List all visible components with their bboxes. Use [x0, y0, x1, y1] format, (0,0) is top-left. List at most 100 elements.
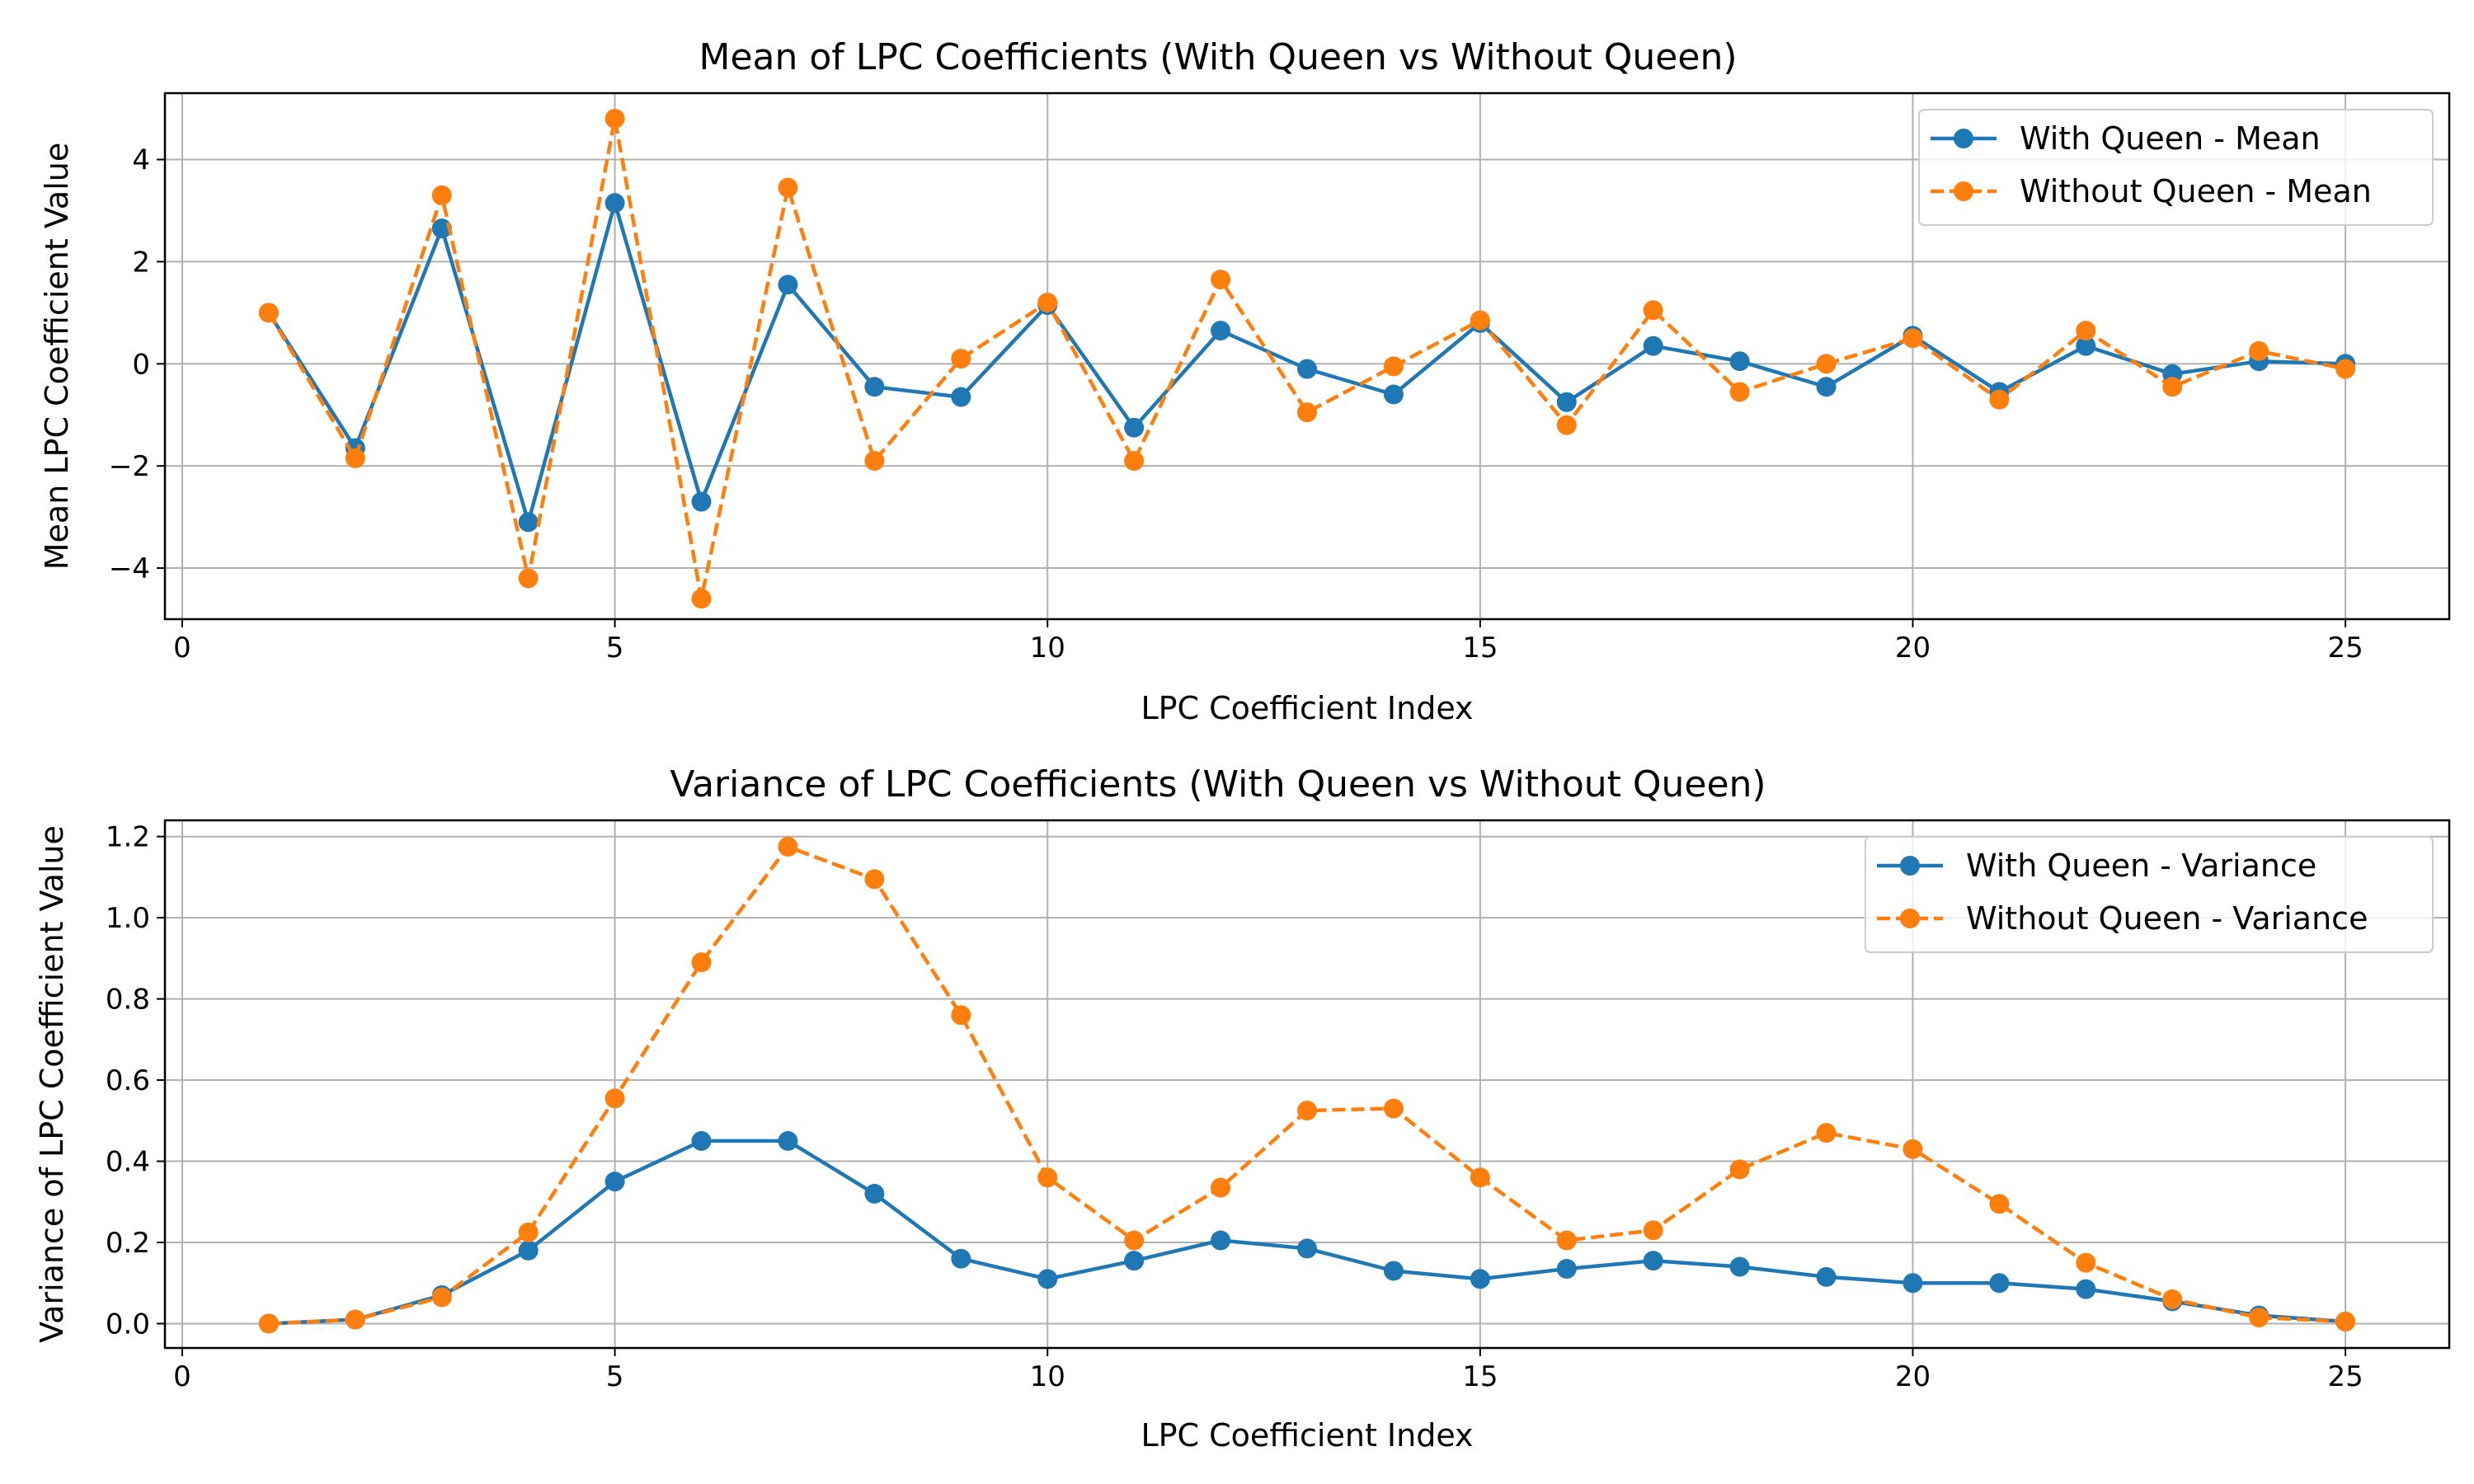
mean-chart-x-tick-label: 20	[1895, 632, 1931, 665]
variance-chart-x-tick-label: 0	[173, 1360, 191, 1393]
mean-chart-x-tick-label: 25	[2327, 632, 2363, 665]
variance-chart-data-point	[1643, 1220, 1663, 1241]
mean-chart-data-point	[345, 448, 365, 468]
mean-chart-legend-label: Without Queen - Mean	[2020, 173, 2372, 209]
mean-chart-x-axis-label: LPC Coefficient Index	[1141, 690, 1473, 726]
variance-chart-data-point	[691, 952, 712, 973]
mean-chart-data-point	[1556, 392, 1577, 412]
mean-chart-data-point	[864, 450, 885, 471]
mean-chart-data-point	[951, 387, 971, 407]
mean-chart-data-point	[1729, 351, 1750, 372]
mean-chart-data-point	[2076, 336, 2096, 356]
mean-chart-y-tick-label: −2	[109, 450, 150, 483]
mean-chart-legend-marker	[1954, 181, 1973, 201]
variance-chart-x-tick-label: 5	[606, 1360, 624, 1393]
variance-chart-title: Variance of LPC Coefficients (With Queen…	[670, 763, 1766, 805]
variance-chart-data-point	[1989, 1194, 2010, 1214]
variance-chart-data-point	[1037, 1167, 1058, 1188]
variance-chart-y-tick-label: 0.2	[106, 1227, 150, 1260]
variance-chart-series	[258, 837, 2356, 1334]
mean-chart-data-point	[1816, 377, 1837, 397]
variance-chart-y-tick-label: 0.8	[106, 984, 150, 1017]
mean-chart-data-point	[1383, 384, 1404, 405]
mean-chart-data-point	[604, 108, 625, 129]
mean-chart-data-point	[1124, 417, 1145, 438]
mean-chart-data-point	[1903, 328, 1923, 349]
mean-chart-data-point	[691, 491, 712, 512]
variance-chart-data-point	[1903, 1139, 1923, 1159]
variance-chart-data-point	[604, 1088, 625, 1109]
variance-chart-data-point	[258, 1313, 279, 1334]
variance-chart-data-point	[1383, 1261, 1404, 1281]
variance-chart-data-point	[778, 837, 798, 857]
mean-chart-data-point	[1556, 415, 1577, 435]
variance-chart-data-point	[518, 1222, 539, 1242]
variance-chart-data-point	[1556, 1259, 1577, 1279]
mean-chart-data-point	[1383, 356, 1404, 377]
mean-chart-y-tick-label: 2	[132, 246, 150, 279]
variance-chart-data-point	[1124, 1251, 1145, 1271]
variance-chart-data-point	[1903, 1273, 1923, 1294]
variance-chart-y-tick-label: 0.0	[106, 1308, 150, 1341]
variance-chart-data-point	[1211, 1177, 1231, 1198]
mean-chart-data-point	[1729, 382, 1750, 402]
variance-chart-data-point	[1556, 1230, 1577, 1251]
variance-chart-legend-label: With Queen - Variance	[1966, 848, 2316, 884]
mean-chart-y-tick-label: 0	[132, 348, 150, 381]
variance-chart-data-point	[1211, 1230, 1231, 1251]
mean-chart-data-point	[1470, 310, 1490, 331]
variance-chart-x-tick-label: 25	[2327, 1360, 2363, 1393]
mean-chart-data-point	[1643, 300, 1663, 321]
mean-chart-data-point	[2249, 340, 2269, 361]
mean-chart-data-point	[2162, 377, 2183, 397]
mean-chart-data-point	[1816, 354, 1837, 374]
variance-chart-x-tick-label: 10	[1030, 1360, 1065, 1393]
variance-chart-data-point	[2076, 1279, 2096, 1299]
variance-chart-data-point	[691, 1130, 712, 1151]
mean-chart-ticks: 0 5 10 15 20 25 −4 −2 0 2 4	[109, 144, 2363, 665]
mean-chart-y-axis-label: Mean LPC Coefficient Value	[39, 143, 75, 570]
variance-chart-legend-label: Without Queen - Variance	[1966, 900, 2368, 937]
variance-chart-data-point	[1037, 1269, 1058, 1289]
variance-chart-data-point	[1383, 1098, 1404, 1119]
mean-chart-data-point	[778, 275, 798, 295]
variance-chart-data-point	[1729, 1159, 1750, 1180]
variance-chart-legend: With Queen - Variance Without Queen - Var…	[1865, 836, 2434, 953]
variance-chart-x-tick-label: 20	[1895, 1360, 1931, 1393]
mean-chart-data-point	[864, 377, 885, 397]
mean-chart-legend-label: With Queen - Mean	[2020, 120, 2321, 157]
mean-chart-series	[258, 108, 2356, 609]
mean-chart-data-point	[258, 303, 279, 323]
mean-chart-data-point	[1037, 292, 1058, 312]
variance-chart-ticks: 0 5 10 15 20 25 0.0 0.2 0.4 0.6 0.8 1.0 1.2	[106, 821, 2363, 1393]
mean-chart-legend: With Queen - Mean Without Queen - Mean	[1918, 109, 2434, 226]
variance-chart-y-tick-label: 1.2	[106, 821, 150, 854]
variance-chart-data-point	[864, 1183, 885, 1204]
mean-chart-x-tick-label: 0	[173, 632, 191, 665]
variance-chart-y-tick-label: 0.6	[106, 1064, 150, 1097]
variance-chart-y-tick-label: 0.4	[106, 1146, 150, 1179]
mean-chart-legend-box	[1918, 109, 2434, 226]
variance-chart-data-point	[778, 1130, 798, 1151]
mean-chart-data-point	[1989, 389, 2010, 410]
mean-chart-x-tick-label: 10	[1030, 632, 1065, 665]
mean-chart-title: Mean of LPC Coefficients (With Queen vs …	[698, 36, 1737, 78]
mean-chart-data-point	[518, 568, 539, 589]
mean-chart-data-point	[1211, 321, 1231, 341]
mean-chart-plot-frame	[163, 92, 2451, 621]
variance-chart-data-point	[345, 1309, 365, 1330]
mean-chart-y-tick-label: 4	[132, 144, 150, 177]
mean-chart-data-point	[1643, 336, 1663, 356]
variance-chart-data-point	[1124, 1230, 1145, 1251]
mean-chart-data-point	[2076, 321, 2096, 341]
mean-chart-data-point	[951, 349, 971, 369]
variance-chart-data-point	[431, 1287, 452, 1308]
variance-chart-data-point	[1297, 1238, 1317, 1259]
variance-chart-y-tick-label: 1.0	[106, 902, 150, 935]
variance-chart-data-point	[1816, 1123, 1837, 1144]
mean-chart-data-point	[2335, 359, 2356, 379]
variance-chart-plot-frame	[163, 819, 2451, 1350]
variance-chart-data-point	[2249, 1308, 2269, 1328]
